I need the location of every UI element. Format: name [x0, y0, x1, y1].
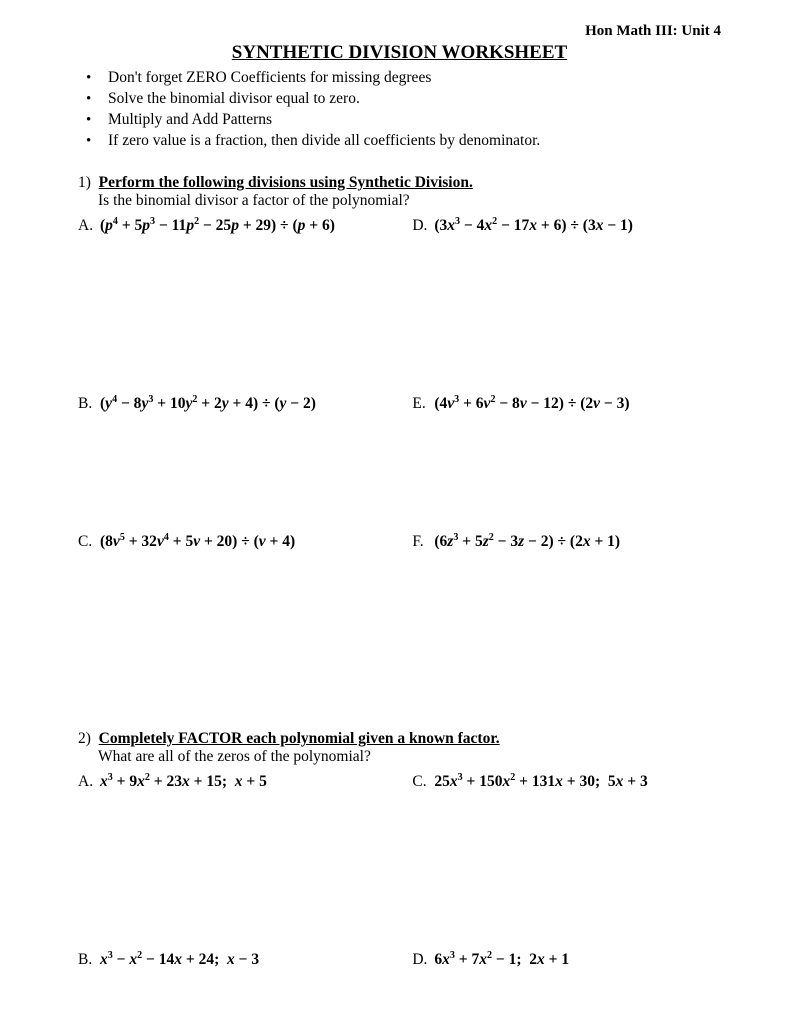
section-1: 1) Perform the following divisions using…: [78, 174, 721, 551]
problem-expression: 6x3 + 7x2 − 1; 2x + 1: [434, 951, 569, 968]
section-2-heading: 2) Completely FACTOR each polynomial giv…: [78, 730, 721, 748]
problem-1F: F.(6z3 + 5z2 − 3z − 2) ÷ (2x + 1): [412, 532, 721, 551]
problem-expression: (y4 − 8y3 + 10y2 + 2y + 4) ÷ (y − 2): [100, 395, 316, 412]
problem-label: D.: [412, 951, 434, 969]
note-item: Multiply and Add Patterns: [108, 110, 721, 131]
section-2: 2) Completely FACTOR each polynomial giv…: [78, 730, 721, 969]
problem-2B: B.x3 − x2 − 14x + 24; x − 3: [78, 950, 412, 969]
problem-label: B.: [78, 395, 100, 413]
problem-label: B.: [78, 951, 100, 969]
section-2-number: 2): [78, 730, 91, 747]
problem-1D: D.(3x3 − 4x2 − 17x + 6) ÷ (3x − 1): [412, 216, 721, 235]
note-item: Don't forget ZERO Coefficients for missi…: [108, 68, 721, 89]
problem-expression: x3 − x2 − 14x + 24; x − 3: [100, 951, 259, 968]
section-1-subquestion: Is the binomial divisor a factor of the …: [78, 192, 721, 210]
problem-label: E.: [412, 395, 434, 413]
section-1-heading: 1) Perform the following divisions using…: [78, 174, 721, 192]
section-2-subquestion: What are all of the zeros of the polynom…: [78, 748, 721, 766]
worksheet-page: Hon Math III: Unit 4 SYNTHETIC DIVISION …: [0, 0, 791, 996]
section-1-number: 1): [78, 174, 91, 191]
course-header: Hon Math III: Unit 4: [78, 23, 721, 40]
problem-label: A.: [78, 217, 100, 235]
problem-expression: (6z3 + 5z2 − 3z − 2) ÷ (2x + 1): [434, 533, 620, 550]
notes-list: Don't forget ZERO Coefficients for missi…: [78, 68, 721, 152]
problem-label: D.: [412, 217, 434, 235]
problem-1C: C.(8v5 + 32v4 + 5v + 20) ÷ (v + 4): [78, 532, 412, 551]
section-1-problems: A.(p4 + 5p3 − 11p2 − 25p + 29) ÷ (p + 6)…: [78, 216, 721, 551]
section-2-problems: A.x3 + 9x2 + 23x + 15; x + 5 C.25x3 + 15…: [78, 772, 721, 969]
problem-expression: (p4 + 5p3 − 11p2 − 25p + 29) ÷ (p + 6): [100, 217, 335, 234]
problem-expression: (4v3 + 6v2 − 8v − 12) ÷ (2v − 3): [434, 395, 629, 412]
problem-2C: C.25x3 + 150x2 + 131x + 30; 5x + 3: [412, 772, 721, 791]
problem-1E: E.(4v3 + 6v2 − 8v − 12) ÷ (2v − 3): [412, 394, 721, 413]
problem-expression: (8v5 + 32v4 + 5v + 20) ÷ (v + 4): [100, 533, 295, 550]
section-1-title: Perform the following divisions using Sy…: [99, 174, 473, 191]
problem-expression: x3 + 9x2 + 23x + 15; x + 5: [100, 773, 267, 790]
problem-label: C.: [412, 773, 434, 791]
problem-2A: A.x3 + 9x2 + 23x + 15; x + 5: [78, 772, 412, 791]
problem-2D: D.6x3 + 7x2 − 1; 2x + 1: [412, 950, 721, 969]
worksheet-title: SYNTHETIC DIVISION WORKSHEET: [78, 42, 721, 64]
problem-1A: A.(p4 + 5p3 − 11p2 − 25p + 29) ÷ (p + 6): [78, 216, 412, 235]
problem-expression: 25x3 + 150x2 + 131x + 30; 5x + 3: [434, 773, 647, 790]
problem-1B: B.(y4 − 8y3 + 10y2 + 2y + 4) ÷ (y − 2): [78, 394, 412, 413]
problem-label: F.: [412, 533, 434, 551]
section-2-title: Completely FACTOR each polynomial given …: [99, 730, 500, 747]
problem-expression: (3x3 − 4x2 − 17x + 6) ÷ (3x − 1): [434, 217, 633, 234]
note-item: If zero value is a fraction, then divide…: [108, 131, 721, 152]
problem-label: A.: [78, 773, 100, 791]
problem-label: C.: [78, 533, 100, 551]
note-item: Solve the binomial divisor equal to zero…: [108, 89, 721, 110]
